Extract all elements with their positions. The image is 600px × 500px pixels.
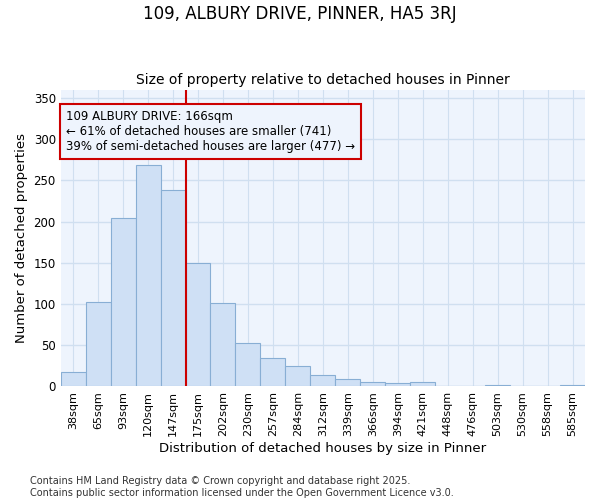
- Bar: [110, 218, 136, 386]
- Bar: [485, 385, 510, 386]
- Bar: [61, 372, 86, 386]
- Bar: [410, 382, 435, 386]
- Title: Size of property relative to detached houses in Pinner: Size of property relative to detached ho…: [136, 73, 510, 87]
- Bar: [260, 358, 286, 386]
- X-axis label: Distribution of detached houses by size in Pinner: Distribution of detached houses by size …: [159, 442, 487, 455]
- Text: 109 ALBURY DRIVE: 166sqm
← 61% of detached houses are smaller (741)
39% of semi-: 109 ALBURY DRIVE: 166sqm ← 61% of detach…: [66, 110, 355, 154]
- Bar: [360, 382, 385, 386]
- Bar: [235, 342, 260, 386]
- Text: Contains HM Land Registry data © Crown copyright and database right 2025.
Contai: Contains HM Land Registry data © Crown c…: [30, 476, 454, 498]
- Text: 109, ALBURY DRIVE, PINNER, HA5 3RJ: 109, ALBURY DRIVE, PINNER, HA5 3RJ: [143, 5, 457, 23]
- Bar: [560, 385, 585, 386]
- Bar: [335, 379, 360, 386]
- Bar: [86, 302, 110, 386]
- Bar: [385, 383, 410, 386]
- Bar: [136, 166, 161, 386]
- Y-axis label: Number of detached properties: Number of detached properties: [15, 133, 28, 343]
- Bar: [211, 303, 235, 386]
- Bar: [185, 262, 211, 386]
- Bar: [310, 375, 335, 386]
- Bar: [286, 366, 310, 386]
- Bar: [161, 190, 185, 386]
